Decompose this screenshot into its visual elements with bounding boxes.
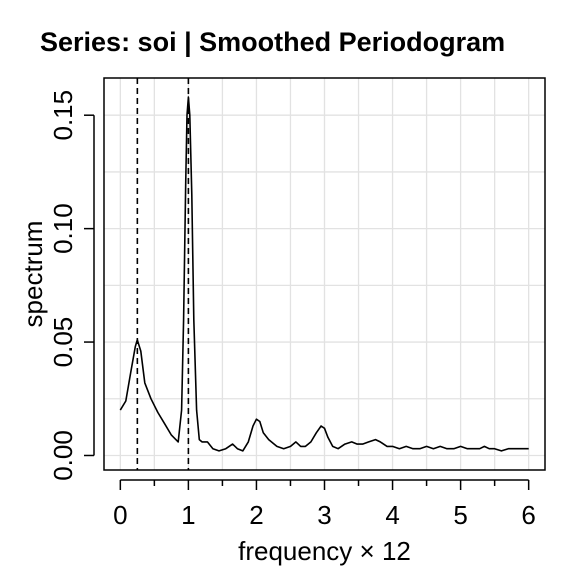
x-tick-label: 5 [453,500,467,530]
x-tick-label: 2 [249,500,263,530]
spectrum-line [119,96,529,452]
y-tick-label: 0.15 [48,90,78,141]
x-tick-label: 4 [385,500,399,530]
x-tick-label: 0 [113,500,127,530]
x-tick-label: 6 [521,500,535,530]
x-axis-title: frequency × 12 [238,536,411,566]
x-tick-label: 3 [317,500,331,530]
y-axis: 0.00 0.05 0.10 0.15 [48,90,95,481]
y-tick-label: 0.10 [48,203,78,254]
grid [104,78,545,470]
reference-lines [136,78,190,470]
plot-frame [103,77,546,471]
y-tick-label: 0.00 [48,430,78,481]
y-tick-label: 0.05 [48,317,78,368]
x-tick-label: 1 [181,500,195,530]
x-axis: 0 1 2 3 4 5 6 [113,479,536,530]
chart-title: Series: soi | Smoothed Periodogram [40,27,505,57]
y-axis-title: spectrum [18,221,48,328]
series-layer [119,96,529,452]
